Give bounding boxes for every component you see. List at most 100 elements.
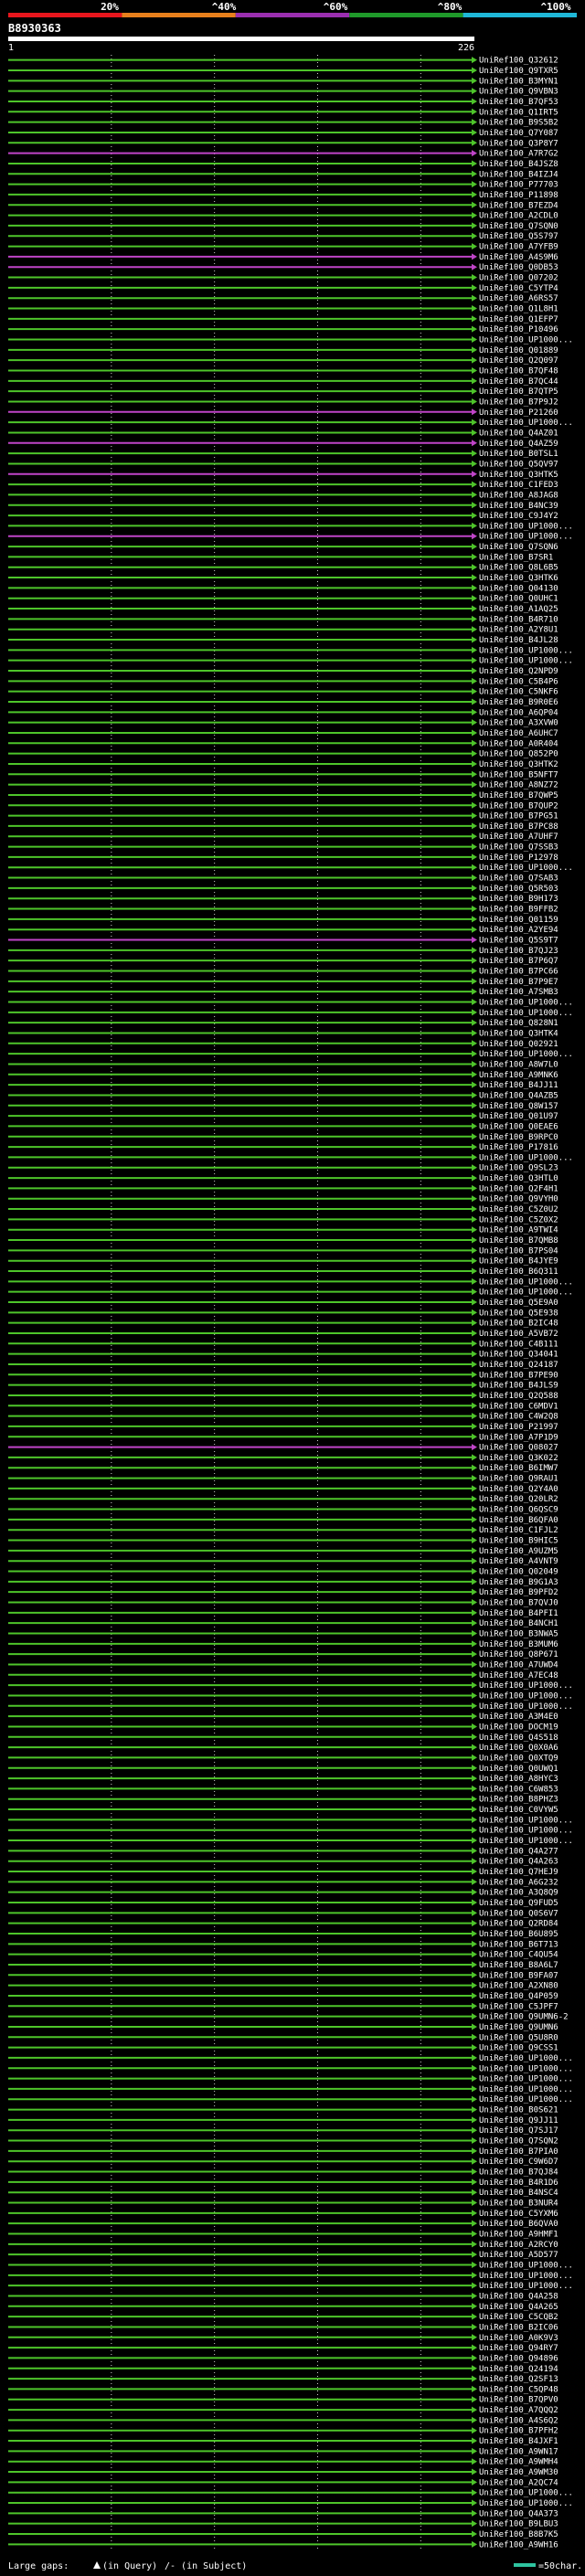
hit-label[interactable]: UniRef100_B6T713: [479, 1940, 558, 1949]
hit-row[interactable]: UniRef100_B6IMW7: [8, 1464, 558, 1473]
hit-label[interactable]: UniRef100_UP1000...: [479, 2499, 573, 2508]
hit-row[interactable]: UniRef100_Q7SAB3: [8, 875, 558, 884]
hit-row[interactable]: UniRef100_Q1L8H1: [8, 305, 558, 314]
hit-row[interactable]: UniRef100_UP1000...: [8, 2499, 573, 2508]
hit-row[interactable]: UniRef100_A8W7L0: [8, 1060, 558, 1069]
hit-row[interactable]: UniRef100_Q4AZ01: [8, 429, 558, 438]
hit-label[interactable]: UniRef100_B0S621: [479, 2106, 558, 2115]
hit-label[interactable]: UniRef100_B9S5B2: [479, 119, 558, 128]
hit-row[interactable]: UniRef100_A4VNT9: [8, 1557, 558, 1566]
hit-label[interactable]: UniRef100_B7PE90: [479, 1371, 558, 1380]
hit-label[interactable]: UniRef100_Q0X0A6: [479, 1744, 558, 1753]
hit-row[interactable]: UniRef100_Q5E9A0: [8, 1299, 558, 1308]
hit-label[interactable]: UniRef100_Q9UMN6: [479, 2023, 558, 2032]
hit-row[interactable]: UniRef100_Q2Y4A0: [8, 1485, 558, 1494]
hit-row[interactable]: UniRef100_Q9RAU1: [8, 1475, 558, 1484]
hit-label[interactable]: UniRef100_B0TSL1: [479, 450, 558, 459]
hit-row[interactable]: UniRef100_B6T713: [8, 1940, 558, 1949]
hit-label[interactable]: UniRef100_B8PHZ3: [479, 1796, 558, 1805]
hit-row[interactable]: UniRef100_B7PFH2: [8, 2427, 558, 2436]
hit-row[interactable]: UniRef100_B0S621: [8, 2106, 558, 2115]
hit-row[interactable]: UniRef100_Q9VYH0: [8, 1195, 558, 1204]
hit-row[interactable]: UniRef100_A8JAG8: [8, 491, 558, 500]
hit-label[interactable]: UniRef100_Q7Y087: [479, 129, 558, 138]
hit-row[interactable]: UniRef100_A7P1D9: [8, 1433, 558, 1442]
hit-row[interactable]: UniRef100_Q9VBN3: [8, 88, 558, 97]
hit-row[interactable]: UniRef100_Q9UMN6: [8, 2023, 558, 2032]
hit-row[interactable]: UniRef100_B7PS04: [8, 1246, 558, 1256]
hit-label[interactable]: UniRef100_Q3HTK6: [479, 574, 558, 583]
hit-label[interactable]: UniRef100_UP1000...: [479, 2282, 573, 2291]
hit-label[interactable]: UniRef100_Q94896: [479, 2354, 558, 2363]
hit-label[interactable]: UniRef100_B9R0E6: [479, 698, 558, 707]
hit-label[interactable]: UniRef100_B3MYN1: [479, 77, 558, 86]
hit-row[interactable]: UniRef100_A2XN80: [8, 1982, 558, 1991]
hit-label[interactable]: UniRef100_Q7SQN2: [479, 2137, 558, 2147]
hit-label[interactable]: UniRef100_B4R710: [479, 615, 558, 624]
hit-row[interactable]: UniRef100_UP1000...: [8, 1816, 573, 1825]
hit-label[interactable]: UniRef100_UP1000...: [479, 646, 573, 655]
hit-label[interactable]: UniRef100_B4IZJ4: [479, 170, 558, 179]
hit-label[interactable]: UniRef100_B7P9J2: [479, 398, 558, 407]
hit-row[interactable]: UniRef100_B7PG51: [8, 812, 558, 822]
hit-row[interactable]: UniRef100_Q3HTK2: [8, 760, 558, 769]
hit-row[interactable]: UniRef100_C5JPF7: [8, 2002, 558, 2011]
hit-label[interactable]: UniRef100_Q9FUD5: [479, 1899, 558, 1908]
hit-label[interactable]: UniRef100_A7P1D9: [479, 1433, 558, 1442]
hit-row[interactable]: UniRef100_C1FJL2: [8, 1526, 558, 1535]
hit-row[interactable]: UniRef100_A7R7G2: [8, 150, 558, 159]
hit-row[interactable]: UniRef100_B4JJ11: [8, 1081, 558, 1090]
hit-row[interactable]: UniRef100_B7PE90: [8, 1371, 558, 1380]
hit-label[interactable]: UniRef100_Q4P059: [479, 1992, 558, 2001]
hit-label[interactable]: UniRef100_B9G1A3: [479, 1578, 558, 1587]
hit-row[interactable]: UniRef100_Q0DB53: [8, 263, 558, 272]
hit-label[interactable]: UniRef100_Q32612: [479, 57, 558, 66]
hit-label[interactable]: UniRef100_A9TWI4: [479, 1226, 558, 1235]
hit-row[interactable]: UniRef100_Q02921: [8, 1040, 558, 1049]
hit-row[interactable]: UniRef100_B9R0E6: [8, 698, 558, 707]
hit-row[interactable]: UniRef100_P12978: [8, 853, 558, 863]
hit-row[interactable]: UniRef100_B7SR1: [8, 553, 553, 562]
hit-label[interactable]: UniRef100_C4W2Q8: [479, 1413, 558, 1422]
hit-label[interactable]: UniRef100_A2RCY0: [479, 2241, 558, 2250]
hit-label[interactable]: UniRef100_Q3HTL0: [479, 1174, 558, 1183]
hit-label[interactable]: UniRef100_C4QU54: [479, 1951, 558, 1960]
hit-label[interactable]: UniRef100_P17816: [479, 1143, 558, 1152]
hit-label[interactable]: UniRef100_UP1000...: [479, 1816, 573, 1825]
hit-label[interactable]: UniRef100_B4JL28: [479, 636, 558, 645]
hit-row[interactable]: UniRef100_B4JSZ8: [8, 160, 558, 169]
hit-row[interactable]: UniRef100_UP1000...: [8, 1702, 573, 1712]
hit-row[interactable]: UniRef100_Q9FUD5: [8, 1899, 558, 1908]
hit-label[interactable]: UniRef100_C5NKF6: [479, 688, 558, 697]
hit-row[interactable]: UniRef100_Q02049: [8, 1568, 558, 1577]
hit-row[interactable]: UniRef100_C4B111: [8, 1340, 558, 1349]
hit-row[interactable]: UniRef100_C5CQB2: [8, 2313, 558, 2322]
hit-label[interactable]: UniRef100_A6G232: [479, 1878, 558, 1887]
hit-label[interactable]: UniRef100_B4NSC4: [479, 2189, 558, 2198]
hit-row[interactable]: UniRef100_B7P6Q7: [8, 957, 558, 966]
hit-label[interactable]: UniRef100_Q3P8Y7: [479, 139, 558, 148]
hit-label[interactable]: UniRef100_B8B7K5: [479, 2530, 558, 2539]
hit-label[interactable]: UniRef100_A6UHC7: [479, 729, 558, 738]
hit-row[interactable]: UniRef100_Q828N1: [8, 1019, 558, 1028]
hit-row[interactable]: UniRef100_B3NUR4: [8, 2200, 558, 2209]
hit-label[interactable]: UniRef100_Q852P0: [479, 750, 558, 759]
hit-row[interactable]: UniRef100_C6MDV1: [8, 1402, 558, 1411]
hit-label[interactable]: UniRef100_A9WN17: [479, 2447, 558, 2456]
hit-row[interactable]: UniRef100_Q5S9T7: [8, 937, 558, 946]
hit-label[interactable]: UniRef100_B9PFD2: [479, 1588, 558, 1597]
hit-row[interactable]: UniRef100_B7QTP5: [8, 387, 558, 397]
hit-row[interactable]: UniRef100_A2RCY0: [8, 2241, 558, 2250]
hit-label[interactable]: UniRef100_B4JSZ8: [479, 160, 558, 169]
hit-label[interactable]: UniRef100_Q3HTK4: [479, 1029, 558, 1038]
hit-row[interactable]: UniRef100_UP1000...: [8, 2489, 573, 2498]
hit-row[interactable]: UniRef100_P17816: [8, 1143, 558, 1152]
hit-row[interactable]: UniRef100_A9WMH4: [8, 2458, 558, 2467]
hit-label[interactable]: UniRef100_A3Q8Q9: [479, 1889, 558, 1898]
hit-row[interactable]: UniRef100_UP1000...: [8, 1681, 573, 1691]
hit-label[interactable]: UniRef100_Q08027: [479, 1444, 558, 1453]
hit-label[interactable]: UniRef100_B6U895: [479, 1930, 558, 1939]
hit-label[interactable]: UniRef100_Q94RY7: [479, 2344, 558, 2353]
hit-label[interactable]: UniRef100_A2XN80: [479, 1982, 558, 1991]
hit-label[interactable]: UniRef100_Q9JJ11: [479, 2116, 558, 2125]
